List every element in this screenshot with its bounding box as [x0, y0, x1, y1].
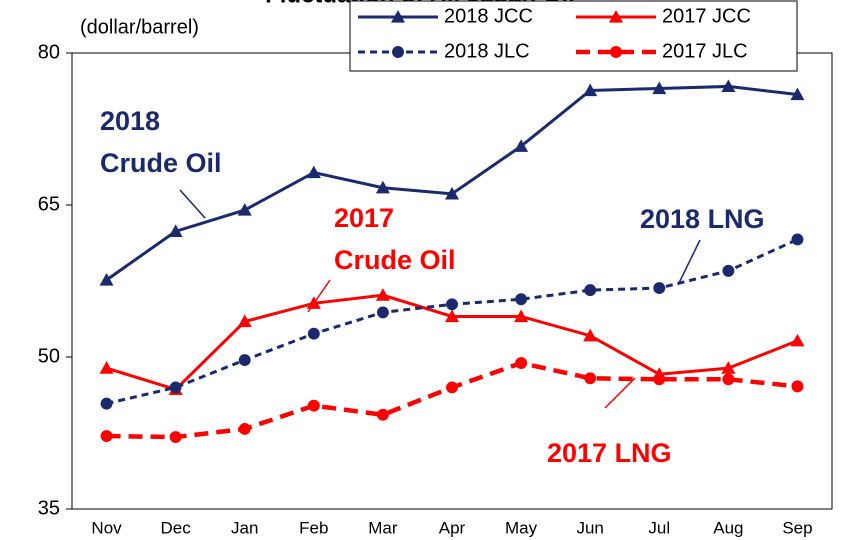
x-tick-label: Dec — [161, 518, 192, 537]
annotation: Crude Oil — [100, 148, 222, 178]
point — [790, 87, 805, 101]
point — [446, 298, 458, 311]
series-line — [106, 360, 798, 440]
annotation: 2017 LNG — [547, 438, 672, 468]
point — [652, 81, 667, 95]
point — [376, 408, 389, 421]
x-tick-label: Jun — [576, 518, 603, 537]
legend-label: 2017 JLC — [662, 40, 748, 62]
annotation-pointers — [179, 189, 701, 409]
point — [515, 357, 528, 370]
point — [791, 233, 804, 246]
legend-box — [349, 0, 798, 72]
point — [653, 282, 666, 295]
point — [446, 381, 458, 394]
point — [790, 333, 805, 347]
legend-label: 2017 JCC — [662, 5, 751, 27]
point — [375, 288, 390, 301]
point — [583, 83, 598, 97]
x-tick-label: Nov — [91, 518, 122, 537]
point — [514, 139, 529, 152]
point — [722, 264, 735, 277]
x-tick-label: Jul — [648, 518, 670, 537]
x-tick-label: Apr — [439, 518, 466, 537]
point — [584, 372, 597, 385]
point — [583, 328, 598, 342]
plot-frame — [71, 52, 833, 510]
point — [168, 224, 183, 237]
y-tick-label: 65 — [38, 193, 60, 215]
x-tick-label: Mar — [368, 518, 398, 537]
y-tick-label: 35 — [38, 497, 60, 519]
annotation: 2018 — [100, 106, 160, 136]
point — [238, 354, 251, 366]
series — [99, 79, 805, 286]
point — [100, 397, 113, 410]
legend-label: 2018 JLC — [444, 40, 530, 62]
point — [722, 373, 735, 386]
point — [791, 380, 804, 393]
point — [721, 361, 736, 374]
point — [237, 314, 252, 328]
pointer — [179, 189, 206, 219]
point — [584, 284, 597, 297]
point — [721, 79, 736, 93]
point — [99, 361, 114, 374]
point — [514, 309, 529, 323]
point — [169, 431, 182, 444]
series — [100, 233, 804, 410]
point — [445, 186, 459, 200]
x-tick-label: Sep — [782, 518, 812, 537]
annotation: Crude Oil — [334, 245, 456, 275]
point — [610, 46, 622, 58]
annotation: 2018 LNG — [640, 204, 765, 234]
point — [307, 327, 320, 340]
x-tick-label: Jan — [231, 518, 258, 537]
point — [375, 180, 390, 194]
pointer — [677, 239, 701, 286]
x-tick-label: May — [505, 518, 538, 537]
point — [376, 306, 389, 319]
annotation: 2017 — [334, 203, 394, 233]
point — [237, 203, 252, 216]
series — [100, 357, 804, 444]
point — [100, 430, 113, 442]
x-tick-label: Aug — [713, 518, 743, 537]
point — [653, 373, 666, 386]
point — [99, 272, 114, 286]
point — [169, 381, 182, 394]
point — [307, 399, 320, 412]
point — [392, 46, 404, 58]
x-tick-label: Feb — [299, 518, 328, 537]
y-tick-label: 80 — [38, 41, 60, 63]
legend-label: 2018 JCC — [444, 5, 533, 27]
point — [445, 309, 459, 323]
y-tick-label: 50 — [38, 345, 60, 367]
pointer — [604, 377, 636, 409]
point — [391, 10, 405, 23]
y-axis-label: (dollar/barrel) — [80, 16, 199, 38]
point — [238, 422, 251, 435]
point — [306, 296, 321, 309]
point — [306, 165, 321, 179]
point — [515, 293, 528, 306]
point — [609, 10, 623, 23]
